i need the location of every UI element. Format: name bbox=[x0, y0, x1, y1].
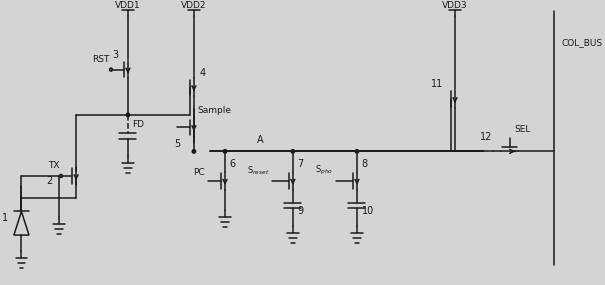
Text: 12: 12 bbox=[480, 131, 492, 142]
Text: 7: 7 bbox=[298, 159, 304, 169]
Text: FD: FD bbox=[132, 120, 144, 129]
Text: S$_{reset}$: S$_{reset}$ bbox=[247, 164, 269, 177]
Circle shape bbox=[192, 150, 195, 153]
Circle shape bbox=[355, 150, 359, 153]
Text: SEL: SEL bbox=[514, 125, 531, 134]
Text: TX: TX bbox=[48, 161, 59, 170]
Text: 1: 1 bbox=[2, 213, 8, 223]
Text: COL_BUS: COL_BUS bbox=[561, 38, 603, 47]
Text: 5: 5 bbox=[174, 139, 181, 149]
Text: 10: 10 bbox=[362, 205, 374, 215]
Circle shape bbox=[223, 150, 227, 153]
Text: 8: 8 bbox=[362, 159, 368, 169]
Text: VDD3: VDD3 bbox=[442, 1, 468, 10]
Text: VDD2: VDD2 bbox=[181, 1, 207, 10]
Text: PC: PC bbox=[192, 168, 204, 177]
Circle shape bbox=[291, 150, 295, 153]
Circle shape bbox=[126, 113, 129, 117]
Text: RST: RST bbox=[92, 55, 109, 64]
Text: 9: 9 bbox=[298, 205, 304, 215]
Text: 3: 3 bbox=[113, 50, 119, 60]
Text: Sample: Sample bbox=[198, 106, 232, 115]
Text: 2: 2 bbox=[47, 176, 53, 186]
Text: 4: 4 bbox=[200, 68, 206, 78]
Text: VDD1: VDD1 bbox=[115, 1, 141, 10]
Text: A: A bbox=[257, 135, 263, 145]
Text: 6: 6 bbox=[230, 159, 236, 169]
Text: S$_{pho}$: S$_{pho}$ bbox=[315, 164, 333, 177]
Text: 11: 11 bbox=[431, 79, 443, 89]
